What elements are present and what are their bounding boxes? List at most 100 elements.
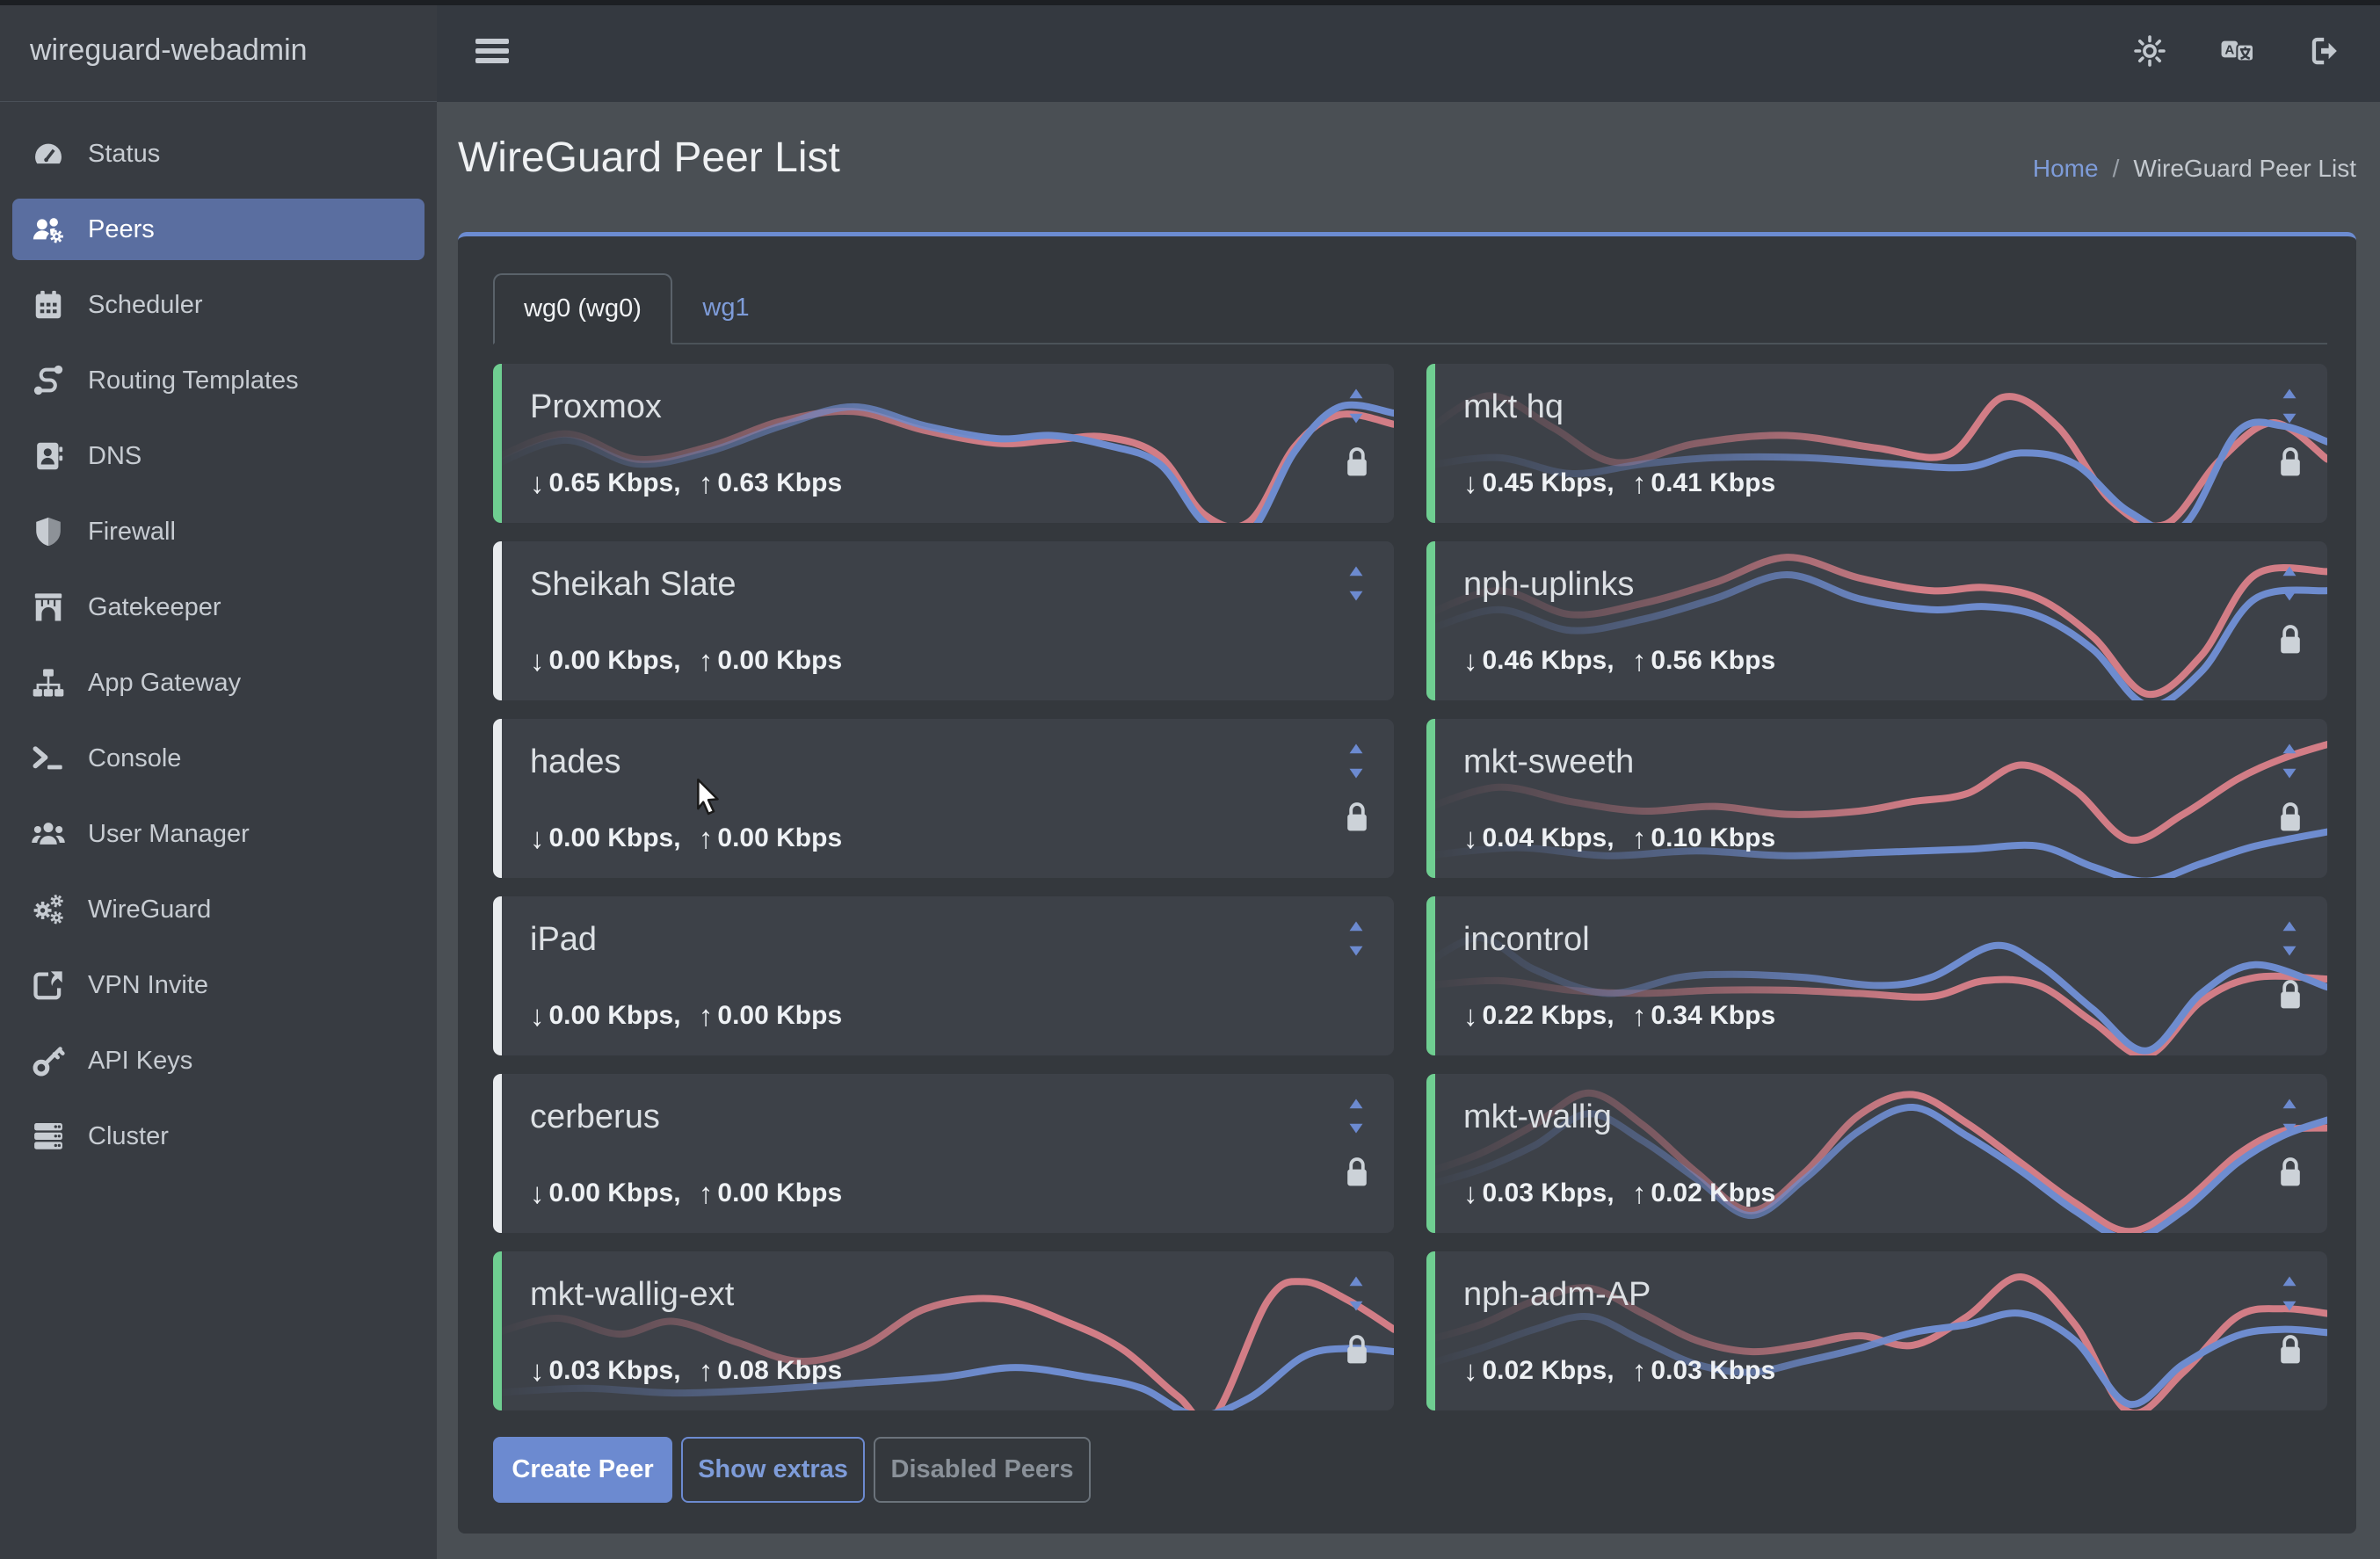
sort-handle-icon[interactable] — [1345, 1097, 1368, 1135]
peer-name: mkt-sweeth — [1463, 743, 1635, 780]
download-arrow-icon: ↓ — [1463, 644, 1478, 677]
sort-handle-icon[interactable] — [1345, 919, 1368, 958]
sort-handle-icon[interactable] — [1345, 564, 1368, 603]
sort-handle-icon[interactable] — [1345, 742, 1368, 780]
sidebar-item-label: User Manager — [88, 819, 250, 848]
breadcrumb: Home / WireGuard Peer List — [2033, 155, 2356, 183]
peer-status-bar — [1426, 719, 1435, 878]
sort-handle-icon[interactable] — [2278, 1097, 2301, 1135]
peer-traffic-sparkline — [493, 867, 1394, 875]
peer-status-bar — [493, 1251, 502, 1410]
sidebar-item-dns[interactable]: DNS — [12, 425, 424, 487]
sidebar-item-scheduler[interactable]: Scheduler — [12, 274, 424, 336]
peer-card-mkt-wallig[interactable]: mkt-wallig ↓ 0.03 Kbps, ↑ 0.02 Kbps — [1426, 1074, 2327, 1233]
sort-handle-icon[interactable] — [1345, 1274, 1368, 1313]
lock-icon[interactable] — [2276, 1332, 2304, 1367]
content-area: WireGuard Peer List Home / WireGuard Pee… — [437, 102, 2380, 1559]
peer-traffic-sparkline — [493, 690, 1394, 698]
sidebar-item-label: Console — [88, 743, 182, 772]
peer-card-nph-uplinks[interactable]: nph-uplinks ↓ 0.46 Kbps, ↑ 0.56 Kbps — [1426, 541, 2327, 700]
peer-download-value: 0.03 Kbps, — [548, 1356, 681, 1385]
peer-card-ipad[interactable]: iPad ↓ 0.00 Kbps, ↑ 0.00 Kbps — [493, 896, 1394, 1055]
tab-wg1[interactable]: wg1 — [702, 294, 750, 322]
peer-traffic-stats: ↓ 0.00 Kbps, ↑ 0.00 Kbps — [530, 1177, 842, 1210]
calendar-icon — [32, 288, 65, 322]
sidebar-item-label: Peers — [88, 214, 155, 243]
peer-traffic-sparkline — [1426, 1273, 2327, 1410]
disabled-peers-button[interactable]: Disabled Peers — [874, 1437, 1091, 1503]
peer-upload-value: 0.34 Kbps — [1651, 1001, 1776, 1030]
route-icon — [32, 364, 65, 397]
sort-handle-icon[interactable] — [2278, 742, 2301, 780]
sidebar-item-peers[interactable]: Peers — [12, 199, 424, 260]
sidebar-item-app-gateway[interactable]: App Gateway — [12, 652, 424, 714]
sidebar-item-firewall[interactable]: Firewall — [12, 501, 424, 562]
translate-icon[interactable]: A — [2220, 35, 2255, 67]
top-navbar: A — [437, 0, 2380, 102]
download-arrow-icon: ↓ — [1463, 1354, 1478, 1387]
sidebar-item-routing-templates[interactable]: Routing Templates — [12, 350, 424, 411]
upload-arrow-icon: ↑ — [698, 1177, 714, 1209]
lock-icon[interactable] — [1343, 800, 1371, 835]
peer-card-sheikah-slate[interactable]: Sheikah Slate ↓ 0.00 Kbps, ↑ 0.00 Kbps — [493, 541, 1394, 700]
peer-card-hades[interactable]: hades ↓ 0.00 Kbps, ↑ 0.00 Kbps — [493, 719, 1394, 878]
upload-arrow-icon: ↑ — [1631, 1177, 1647, 1209]
peer-name: mkt-wallig-ext — [530, 1276, 735, 1313]
sort-handle-icon[interactable] — [2278, 1274, 2301, 1313]
brand-link[interactable]: wireguard-webadmin — [0, 0, 437, 102]
peer-card-mkt-hq[interactable]: mkt hq ↓ 0.45 Kbps, ↑ 0.41 Kbps — [1426, 364, 2327, 523]
tab-wg0-wg0[interactable]: wg0 (wg0) — [493, 273, 672, 344]
sidebar-item-vpn-invite[interactable]: VPN Invite — [12, 954, 424, 1016]
peer-download-value: 0.00 Kbps, — [548, 1178, 681, 1207]
peer-upload-value: 0.03 Kbps — [1651, 1356, 1776, 1385]
peer-status-bar — [493, 896, 502, 1055]
sidebar-item-console[interactable]: Console — [12, 728, 424, 789]
peer-actions: Create Peer Show extras Disabled Peers — [493, 1437, 2327, 1503]
peer-card-mkt-wallig-ext[interactable]: mkt-wallig-ext ↓ 0.03 Kbps, ↑ 0.08 Kbps — [493, 1251, 1394, 1410]
sidebar-item-label: WireGuard — [88, 895, 212, 924]
sun-icon[interactable] — [2132, 35, 2167, 67]
lock-icon[interactable] — [2276, 977, 2304, 1012]
address-book-icon — [32, 439, 65, 473]
sidebar-toggle-hamburger-icon[interactable] — [475, 39, 509, 63]
peer-card-mkt-sweeth[interactable]: mkt-sweeth ↓ 0.04 Kbps, ↑ 0.10 Kbps — [1426, 719, 2327, 878]
shield-icon — [32, 515, 65, 548]
lock-icon[interactable] — [2276, 800, 2304, 835]
interface-tabs: wg0 (wg0) wg1 — [493, 273, 2327, 344]
sidebar-item-gatekeeper[interactable]: Gatekeeper — [12, 576, 424, 638]
peer-traffic-sparkline — [493, 401, 1394, 523]
peer-card-proxmox[interactable]: Proxmox ↓ 0.65 Kbps, ↑ 0.63 Kbps — [493, 364, 1394, 523]
sidebar-item-api-keys[interactable]: API Keys — [12, 1030, 424, 1091]
sidebar-item-cluster[interactable]: Cluster — [12, 1106, 424, 1167]
lock-icon[interactable] — [1343, 1332, 1371, 1367]
lock-icon[interactable] — [1343, 445, 1371, 480]
lock-icon[interactable] — [2276, 445, 2304, 480]
lock-icon[interactable] — [2276, 1155, 2304, 1190]
peer-traffic-sparkline — [1426, 1089, 2327, 1233]
peer-download-value: 0.02 Kbps, — [1482, 1356, 1614, 1385]
sidebar-item-user-manager[interactable]: User Manager — [12, 803, 424, 865]
peer-download-value: 0.00 Kbps, — [548, 1001, 681, 1030]
peer-card-cerberus[interactable]: cerberus ↓ 0.00 Kbps, ↑ 0.00 Kbps — [493, 1074, 1394, 1233]
show-extras-button[interactable]: Show extras — [681, 1437, 865, 1503]
sort-handle-icon[interactable] — [1345, 387, 1368, 425]
sidebar-item-status[interactable]: Status — [12, 123, 424, 185]
peer-traffic-stats: ↓ 0.00 Kbps, ↑ 0.00 Kbps — [530, 999, 842, 1033]
sort-handle-icon[interactable] — [2278, 387, 2301, 425]
peer-upload-value: 0.08 Kbps — [717, 1356, 843, 1385]
peer-upload-value: 0.02 Kbps — [1651, 1178, 1776, 1207]
peer-card-incontrol[interactable]: incontrol ↓ 0.22 Kbps, ↑ 0.34 Kbps — [1426, 896, 2327, 1055]
sort-handle-icon[interactable] — [2278, 564, 2301, 603]
sort-handle-icon[interactable] — [2278, 919, 2301, 958]
lock-icon[interactable] — [1343, 1155, 1371, 1190]
download-arrow-icon: ↓ — [530, 467, 545, 499]
create-peer-button[interactable]: Create Peer — [493, 1437, 672, 1503]
sidebar-item-wireguard[interactable]: WireGuard — [12, 879, 424, 940]
download-arrow-icon: ↓ — [530, 999, 545, 1032]
peer-card-nph-adm-ap[interactable]: nph-adm-AP ↓ 0.02 Kbps, ↑ 0.03 Kbps — [1426, 1251, 2327, 1410]
lock-icon[interactable] — [2276, 622, 2304, 657]
breadcrumb-home-link[interactable]: Home — [2032, 155, 2099, 182]
sign-out-icon[interactable] — [2308, 35, 2343, 67]
sidebar-item-label: VPN Invite — [88, 970, 208, 999]
peer-traffic-stats: ↓ 0.65 Kbps, ↑ 0.63 Kbps — [530, 467, 842, 500]
